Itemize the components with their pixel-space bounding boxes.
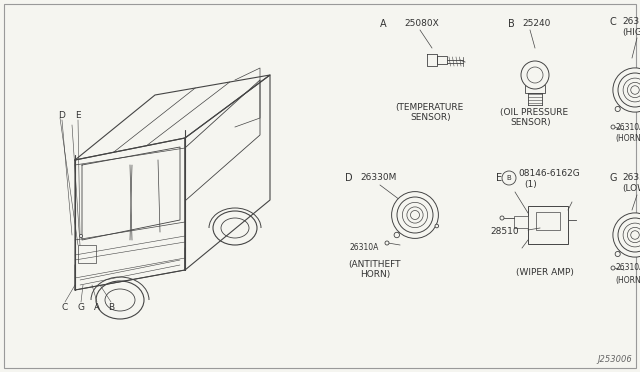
Circle shape	[79, 234, 83, 237]
Bar	[536, 212, 560, 230]
Circle shape	[392, 192, 438, 238]
Text: C: C	[610, 17, 617, 27]
Circle shape	[527, 67, 543, 83]
Text: SENSOR): SENSOR)	[410, 113, 451, 122]
Text: 26310A: 26310A	[615, 263, 640, 273]
Circle shape	[623, 78, 640, 102]
Text: B: B	[108, 304, 114, 312]
Text: C: C	[62, 304, 68, 312]
Text: (HIGH): (HIGH)	[622, 28, 640, 36]
Text: B: B	[507, 175, 511, 181]
Circle shape	[407, 207, 423, 223]
Circle shape	[502, 171, 516, 185]
Circle shape	[631, 231, 639, 239]
Circle shape	[403, 202, 428, 228]
Circle shape	[623, 223, 640, 247]
Text: G: G	[610, 173, 618, 183]
Text: 26310A: 26310A	[350, 244, 380, 253]
Bar	[525, 85, 545, 93]
Circle shape	[500, 216, 504, 220]
Text: 08146-6162G: 08146-6162G	[518, 170, 580, 179]
Text: (LOW): (LOW)	[622, 183, 640, 192]
Circle shape	[613, 68, 640, 112]
Ellipse shape	[213, 211, 257, 245]
Text: (1): (1)	[524, 180, 537, 189]
Bar	[514, 216, 528, 228]
Circle shape	[618, 73, 640, 107]
Text: (TEMPERATURE: (TEMPERATURE	[395, 103, 463, 112]
Ellipse shape	[96, 281, 144, 319]
Ellipse shape	[105, 289, 135, 311]
Circle shape	[613, 213, 640, 257]
Circle shape	[394, 232, 399, 238]
Circle shape	[618, 218, 640, 252]
Text: E: E	[496, 173, 502, 183]
Text: (HORN): (HORN)	[615, 276, 640, 285]
Text: B: B	[508, 19, 515, 29]
Text: D: D	[345, 173, 353, 183]
Text: A: A	[94, 304, 100, 312]
Circle shape	[397, 197, 433, 233]
Text: HORN): HORN)	[360, 270, 390, 279]
Text: 26330M: 26330M	[360, 173, 396, 183]
Text: 25240: 25240	[522, 19, 550, 29]
Circle shape	[631, 86, 639, 94]
Circle shape	[615, 251, 620, 257]
Text: G: G	[78, 304, 85, 312]
Text: (OIL PRESSURE: (OIL PRESSURE	[500, 108, 568, 117]
Text: 26330: 26330	[622, 173, 640, 183]
Text: 26310A: 26310A	[615, 122, 640, 131]
Circle shape	[611, 266, 615, 270]
Circle shape	[435, 224, 438, 228]
Circle shape	[627, 227, 640, 243]
Bar	[78, 245, 96, 263]
Ellipse shape	[221, 218, 249, 238]
Circle shape	[521, 61, 549, 89]
Text: E: E	[75, 110, 81, 119]
Text: A: A	[380, 19, 387, 29]
Circle shape	[410, 211, 419, 219]
Bar	[528, 206, 568, 244]
Circle shape	[385, 241, 389, 245]
Text: (WIPER AMP): (WIPER AMP)	[516, 267, 574, 276]
Text: SENSOR): SENSOR)	[510, 118, 550, 127]
Text: 26310: 26310	[622, 17, 640, 26]
Circle shape	[611, 125, 615, 129]
Text: 28510: 28510	[490, 228, 518, 237]
Text: (ANTITHEFT: (ANTITHEFT	[348, 260, 401, 269]
Text: 25080X: 25080X	[404, 19, 439, 29]
Text: (HORN): (HORN)	[615, 134, 640, 142]
Text: D: D	[58, 110, 65, 119]
Text: J253006: J253006	[597, 356, 632, 365]
Circle shape	[615, 106, 620, 112]
Circle shape	[627, 82, 640, 97]
